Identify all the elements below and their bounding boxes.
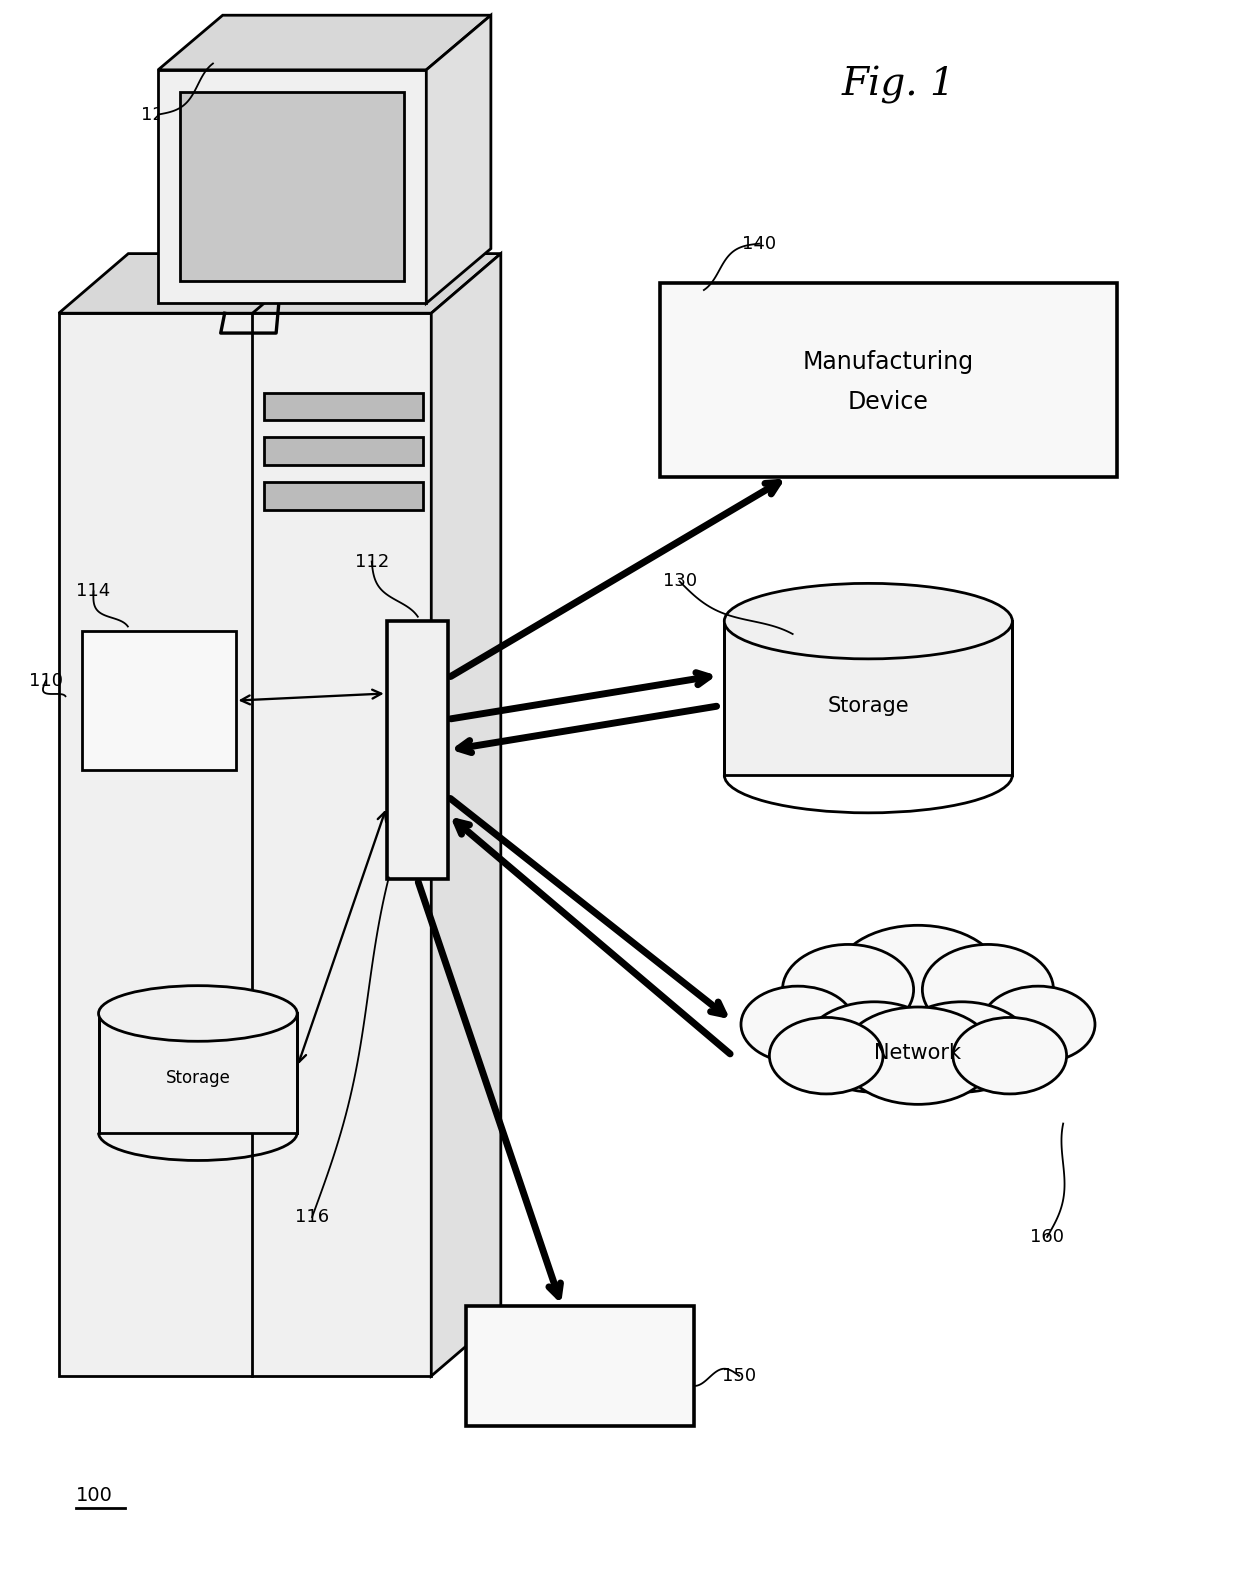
Text: 160: 160 xyxy=(1030,1228,1064,1246)
Text: Storage: Storage xyxy=(827,696,909,717)
Polygon shape xyxy=(427,16,491,304)
Ellipse shape xyxy=(842,1006,994,1104)
Text: 100: 100 xyxy=(76,1485,113,1504)
Ellipse shape xyxy=(954,1017,1066,1095)
Bar xyxy=(660,284,1117,477)
Text: 140: 140 xyxy=(742,235,776,252)
Text: 130: 130 xyxy=(662,572,697,591)
Ellipse shape xyxy=(835,926,1001,1030)
Ellipse shape xyxy=(805,1002,944,1091)
Bar xyxy=(724,621,1012,775)
Bar xyxy=(264,392,423,421)
Ellipse shape xyxy=(892,1002,1032,1091)
Text: 112: 112 xyxy=(355,553,389,570)
Bar xyxy=(180,91,404,282)
Polygon shape xyxy=(432,254,501,1377)
Text: 116: 116 xyxy=(295,1208,329,1225)
Polygon shape xyxy=(58,313,432,1377)
Text: Network: Network xyxy=(874,1043,961,1063)
Ellipse shape xyxy=(724,583,1012,658)
Text: 110: 110 xyxy=(29,671,63,690)
Text: Device: Device xyxy=(848,391,929,414)
Bar xyxy=(264,438,423,465)
Bar xyxy=(264,482,423,510)
Text: Fig. 1: Fig. 1 xyxy=(841,66,955,104)
Polygon shape xyxy=(58,254,501,313)
Ellipse shape xyxy=(923,945,1054,1035)
Text: 114: 114 xyxy=(77,583,110,600)
Text: 150: 150 xyxy=(722,1367,756,1384)
Text: Storage: Storage xyxy=(165,1069,231,1087)
Ellipse shape xyxy=(98,986,298,1041)
Ellipse shape xyxy=(782,945,914,1035)
Ellipse shape xyxy=(769,1017,883,1095)
Bar xyxy=(387,621,448,879)
Text: Manufacturing: Manufacturing xyxy=(802,350,973,375)
Text: 120: 120 xyxy=(141,106,175,123)
Bar xyxy=(98,1013,298,1132)
Polygon shape xyxy=(159,16,491,69)
Bar xyxy=(466,1307,694,1425)
Bar xyxy=(82,632,236,770)
Ellipse shape xyxy=(981,986,1095,1063)
Polygon shape xyxy=(159,69,427,304)
Ellipse shape xyxy=(742,986,854,1063)
